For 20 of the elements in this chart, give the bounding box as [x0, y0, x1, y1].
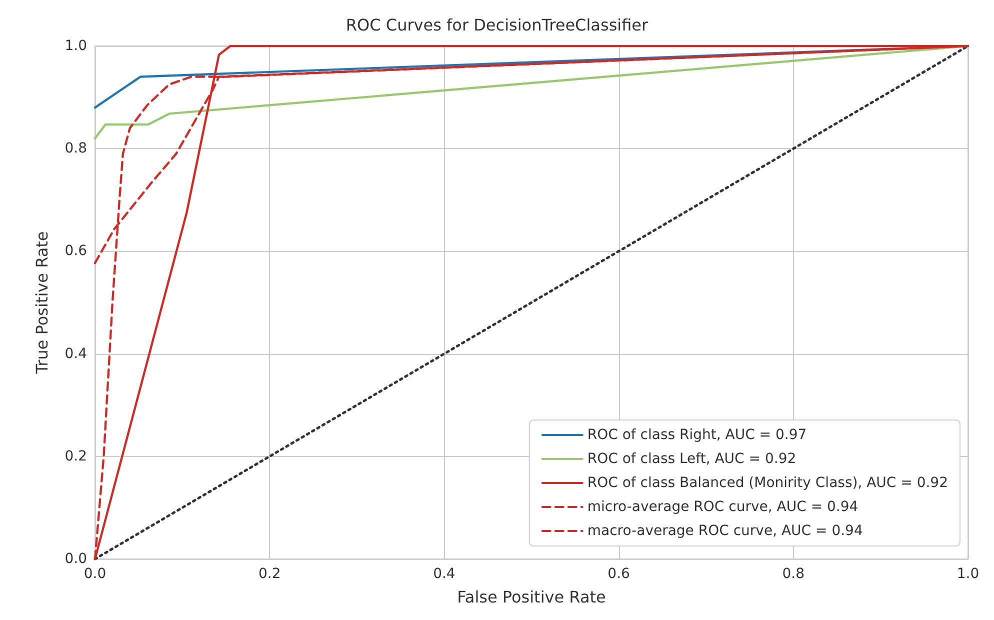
y-tick-label: 0.4 [64, 346, 88, 362]
y-tick-label: 0.0 [64, 551, 87, 567]
legend-label: ROC of class Left, AUC = 0.92 [587, 451, 796, 467]
legend-label: ROC of class Balanced (Monirity Class), AUC = 0.92 [587, 475, 948, 491]
chart-title: ROC Curves for DecisionTreeClassifier [346, 16, 649, 34]
x-tick-label: 0.0 [84, 566, 106, 582]
y-tick-label: 0.2 [64, 448, 87, 464]
x-tick-label: 1.0 [956, 566, 980, 582]
y-tick-label: 0.8 [64, 140, 87, 157]
x-tick-label: 0.8 [782, 566, 805, 582]
legend-label: micro-average ROC curve, AUC = 0.94 [587, 499, 858, 515]
y-tick-label: 1.0 [64, 38, 87, 54]
legend-label: macro-average ROC curve, AUC = 0.94 [587, 523, 863, 539]
x-axis-title: False Positive Rate [457, 588, 606, 606]
x-tick-label: 0.6 [608, 566, 630, 582]
x-tick-label: 0.4 [433, 566, 456, 582]
y-tick-label: 0.6 [64, 243, 88, 260]
x-tick-label: 0.2 [258, 566, 281, 582]
y-axis-title: True Positive Rate [32, 231, 52, 375]
legend-label: ROC of class Right, AUC = 0.97 [587, 427, 807, 443]
